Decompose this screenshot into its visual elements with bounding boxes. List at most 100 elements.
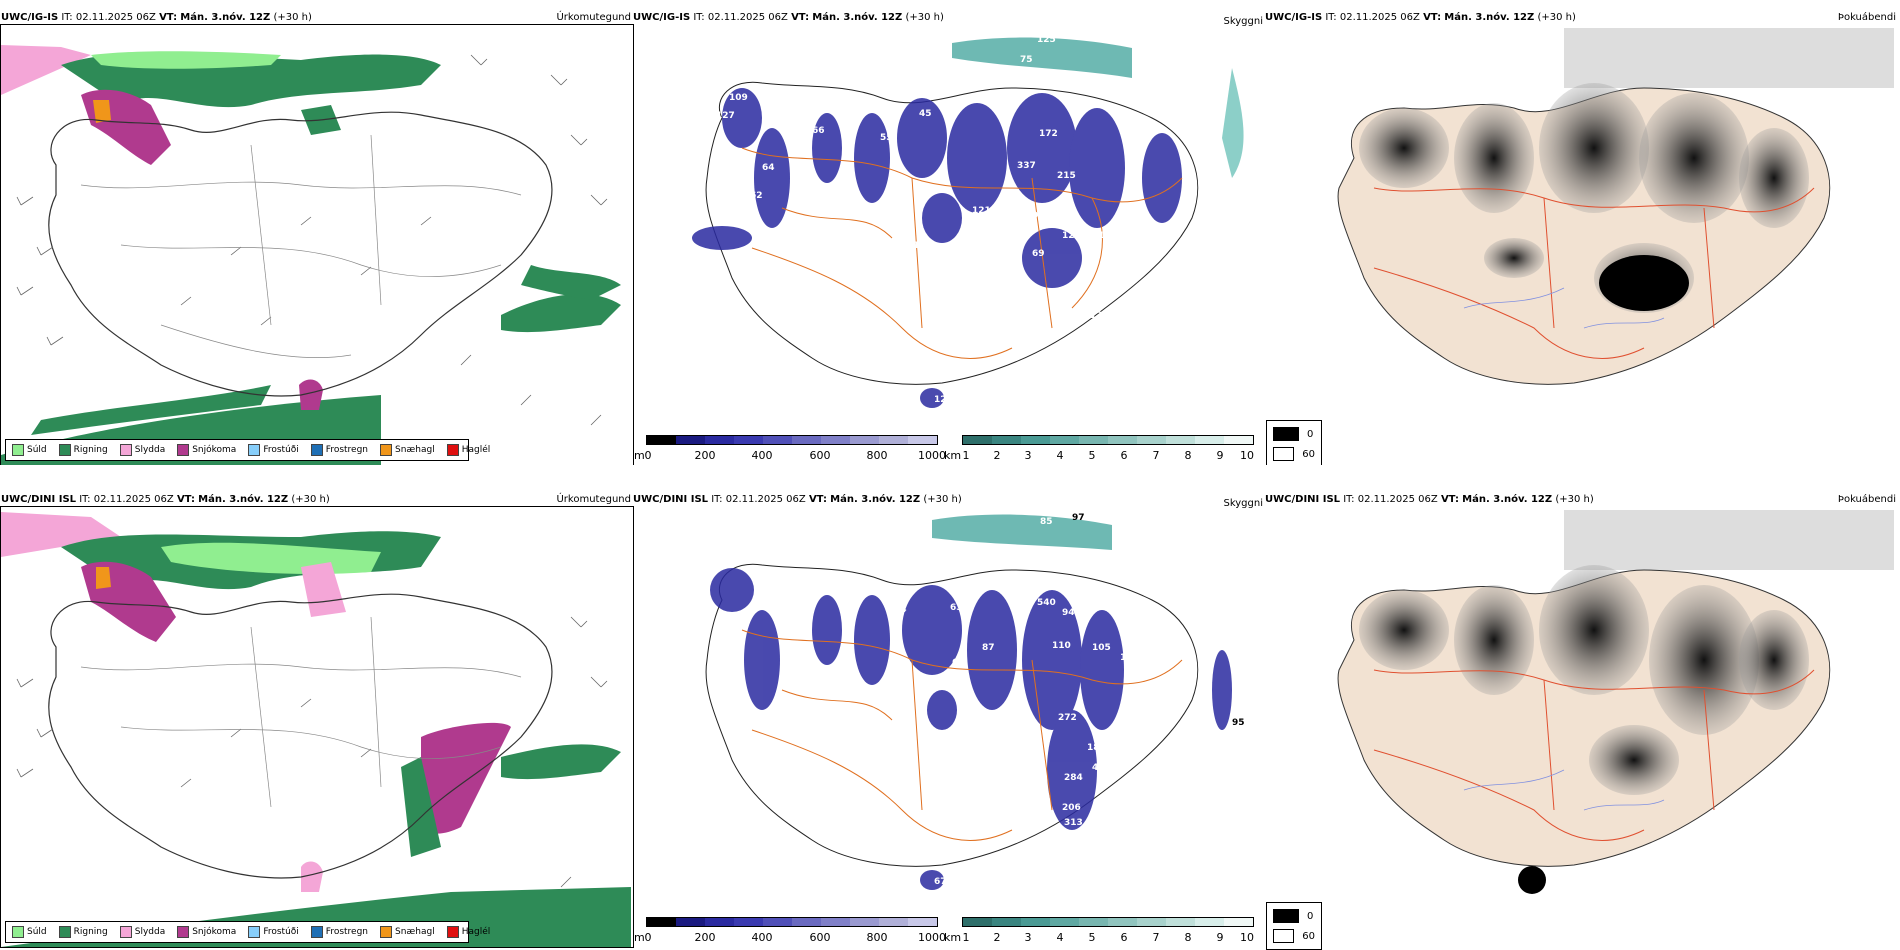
snow-pellet-area bbox=[93, 100, 111, 123]
legend-item-freezing-drizzle: Frostúði bbox=[248, 926, 299, 938]
svg-text:97: 97 bbox=[1072, 513, 1085, 523]
svg-text:80: 80 bbox=[1077, 351, 1090, 361]
svg-text:55: 55 bbox=[880, 133, 893, 143]
wind-barbs bbox=[16, 54, 608, 426]
wind-barbs bbox=[16, 616, 608, 888]
svg-text:105: 105 bbox=[1092, 643, 1111, 653]
svg-text:107: 107 bbox=[897, 715, 916, 725]
rain-area bbox=[31, 385, 271, 435]
visibility-labels: 85 97 159 75 62 52 55 48 61 63 54 540 94… bbox=[722, 513, 1245, 887]
road-network bbox=[741, 147, 1183, 359]
fog-areas bbox=[1359, 565, 1809, 795]
svg-text:87: 87 bbox=[982, 643, 995, 653]
svg-text:62: 62 bbox=[882, 583, 895, 593]
panel-title-visibility: Skyggni bbox=[1223, 16, 1263, 27]
road-network bbox=[80, 616, 522, 808]
svg-text:131: 131 bbox=[1120, 653, 1139, 663]
svg-text:66: 66 bbox=[812, 126, 825, 136]
svg-text:64: 64 bbox=[762, 163, 775, 173]
fog-panel-bottom: UWC/DINI ISL IT: 02.11.2025 06Z VT: Mán.… bbox=[1264, 492, 1900, 950]
iceland-fog-map bbox=[1337, 28, 1894, 385]
visibility-colorbar: km 1 2 3 4 5 6 7 8 9 10 bbox=[944, 435, 1264, 465]
road-network bbox=[80, 134, 522, 358]
legend-item-drizzle: Súld bbox=[12, 444, 47, 456]
legend-item-hail: Haglél bbox=[446, 926, 490, 938]
elevation-colorbar: m 0 200 400 600 800 1000 bbox=[634, 435, 946, 465]
svg-text:68: 68 bbox=[730, 725, 743, 735]
precip-type-panel-bottom: UWC/DINI ISL IT: 02.11.2025 06Z VT: Mán.… bbox=[0, 492, 635, 950]
visibility-map: 125 75 16 109 127 66 55 45 43 172 337 21… bbox=[632, 28, 1264, 438]
panel-title-fog: Þokuábendi bbox=[1837, 12, 1896, 23]
legend-item-rain: Rigning bbox=[58, 444, 108, 456]
road-network bbox=[741, 629, 1183, 841]
svg-text:136: 136 bbox=[1052, 299, 1071, 309]
svg-text:313: 313 bbox=[1064, 818, 1083, 828]
svg-text:43: 43 bbox=[949, 103, 962, 113]
svg-text:126: 126 bbox=[1090, 311, 1109, 321]
visibility-colorbar: km 1 2 3 4 5 6 7 8 9 10 bbox=[944, 917, 1264, 947]
svg-text:206: 206 bbox=[1062, 803, 1081, 813]
svg-text:180: 180 bbox=[832, 211, 851, 221]
fog-core bbox=[1599, 255, 1689, 311]
svg-text:54: 54 bbox=[894, 605, 907, 615]
svg-text:118: 118 bbox=[892, 199, 911, 209]
svg-text:121: 121 bbox=[972, 206, 991, 216]
fog-core bbox=[1518, 866, 1546, 894]
panel-header: UWC/DINI ISL IT: 02.11.2025 06Z VT: Mán.… bbox=[633, 494, 962, 505]
svg-text:100: 100 bbox=[692, 253, 711, 263]
precip-map: Súld Rigning Slydda Snjókoma Frostúði Fr… bbox=[0, 24, 634, 465]
legend-item-snow: Snjókoma bbox=[177, 926, 236, 938]
rain-area bbox=[501, 294, 621, 333]
rivers bbox=[1463, 287, 1665, 329]
iceland-precip-map bbox=[1, 45, 621, 465]
panel-title-fog: Þokuábendi bbox=[1837, 494, 1896, 505]
visibility-panel-bottom: UWC/DINI ISL IT: 02.11.2025 06Z VT: Mán.… bbox=[632, 492, 1267, 950]
svg-text:337: 337 bbox=[1017, 161, 1036, 171]
svg-text:172: 172 bbox=[1039, 129, 1058, 139]
visibility-labels: 125 75 16 109 127 66 55 45 43 172 337 21… bbox=[692, 35, 1154, 405]
svg-text:52: 52 bbox=[940, 555, 953, 565]
fog-panel-top: UWC/IG-IS IT: 02.11.2025 06Z VT: Mán. 3.… bbox=[1264, 10, 1900, 465]
panel-header: UWC/DINI ISL IT: 02.11.2025 06Z VT: Mán.… bbox=[1265, 494, 1594, 505]
visibility-panel-top: UWC/IG-IS IT: 02.11.2025 06Z VT: Mán. 3.… bbox=[632, 10, 1267, 465]
iceland-coastline bbox=[48, 111, 553, 397]
sleet-area bbox=[1, 45, 91, 95]
svg-text:230: 230 bbox=[877, 693, 896, 703]
low-visibility-areas bbox=[710, 568, 1232, 890]
iceland-fog-map bbox=[1337, 510, 1894, 894]
svg-text:48: 48 bbox=[977, 555, 990, 565]
svg-text:109: 109 bbox=[729, 93, 748, 103]
svg-text:110: 110 bbox=[1052, 641, 1071, 651]
svg-text:67: 67 bbox=[934, 877, 947, 887]
iceland-visibility-map: 85 97 159 75 62 52 55 48 61 63 54 540 94… bbox=[705, 513, 1245, 890]
precip-type-legend: Súld Rigning Slydda Snjókoma Frostúði Fr… bbox=[5, 439, 490, 461]
svg-text:95: 95 bbox=[1232, 718, 1245, 728]
legend-item-rain: Rigning bbox=[58, 926, 108, 938]
legend-item-sleet: Slydda bbox=[119, 926, 165, 938]
fog-map bbox=[1264, 510, 1900, 920]
legend-item-hail: Haglél bbox=[446, 444, 490, 456]
precip-map: Súld Rigning Slydda Snjókoma Frostúði Fr… bbox=[0, 506, 634, 948]
elevation-colorbar: m 0 200 400 600 800 1000 bbox=[634, 917, 946, 947]
legend-item-snow: Snjókoma bbox=[177, 444, 236, 456]
svg-text:114: 114 bbox=[1092, 231, 1111, 241]
fog-legend: 0 60 bbox=[1266, 420, 1322, 465]
precip-type-panel-top: UWC/IG-IS IT: 02.11.2025 06Z VT: Mán. 3.… bbox=[0, 10, 635, 465]
drizzle-area bbox=[91, 51, 281, 69]
legend-item-snow-pellets: Snæhagl bbox=[380, 926, 435, 938]
svg-text:55: 55 bbox=[941, 567, 954, 577]
svg-text:45: 45 bbox=[919, 109, 932, 119]
svg-text:94: 94 bbox=[1062, 608, 1075, 618]
fog-map bbox=[1264, 28, 1900, 438]
svg-text:159: 159 bbox=[722, 545, 741, 555]
snow-area bbox=[299, 379, 323, 410]
rain-area bbox=[521, 265, 621, 300]
svg-text:127: 127 bbox=[716, 111, 735, 121]
svg-text:75: 75 bbox=[787, 573, 800, 583]
panel-header: UWC/IG-IS IT: 02.11.2025 06Z VT: Mán. 3.… bbox=[1265, 12, 1576, 23]
legend-item-snow-pellets: Snæhagl bbox=[380, 444, 435, 456]
svg-text:67: 67 bbox=[952, 658, 965, 668]
legend-item-drizzle: Súld bbox=[12, 926, 47, 938]
svg-text:186: 186 bbox=[1087, 743, 1106, 753]
panel-title-precip: Úrkomutegund bbox=[556, 494, 631, 505]
